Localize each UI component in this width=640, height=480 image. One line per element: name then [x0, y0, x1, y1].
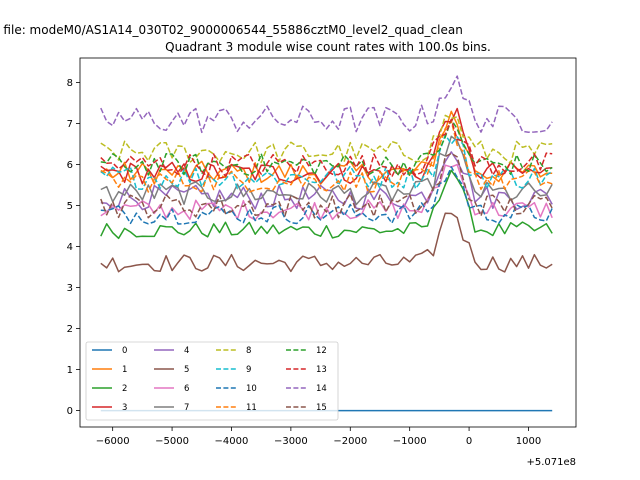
series-line-5: [100, 212, 553, 273]
y-tick-label: 8: [67, 78, 73, 89]
series-line-6: [100, 163, 553, 221]
legend-label-3: 3: [122, 403, 127, 413]
legend-label-15: 15: [316, 403, 327, 413]
series-line-3: [100, 107, 553, 185]
series-line-14: [100, 75, 553, 134]
series-line-13: [100, 118, 553, 178]
y-tick-label: 0: [67, 406, 73, 417]
x-tick-label: 0: [466, 436, 472, 447]
series-line-8: [100, 114, 553, 164]
x-tick-label: −5000: [155, 436, 189, 447]
series-layer: [100, 75, 553, 412]
series-line-7: [100, 135, 553, 206]
legend-label-11: 11: [246, 403, 257, 413]
legend-label-0: 0: [122, 346, 127, 356]
legend-label-4: 4: [184, 346, 189, 356]
legend-label-9: 9: [246, 365, 251, 375]
x-offset-label: +5.071e8: [526, 457, 576, 468]
legend-label-14: 14: [316, 384, 327, 394]
x-tick-label: −2000: [333, 436, 367, 447]
y-tick-label: 1: [67, 365, 73, 376]
x-tick-label: −4000: [215, 436, 249, 447]
chart-suptitle: n file: modeM0/AS1A14_030T02_9000006544_…: [0, 23, 463, 37]
y-tick-label: 7: [67, 119, 73, 130]
x-axis: −6000 −5000 −4000 −3000 −2000 −1000 0 1000: [96, 427, 541, 447]
legend-label-10: 10: [246, 384, 257, 394]
x-tick-label: −1000: [393, 436, 427, 447]
y-tick-label: 5: [67, 201, 73, 212]
legend-label-6: 6: [184, 384, 189, 394]
axes-frame: [79, 57, 577, 428]
y-axis: 0 1 2 3 4 5 6 7 8: [67, 78, 80, 417]
legend-label-1: 1: [122, 365, 127, 375]
legend-label-2: 2: [122, 384, 127, 394]
legend-label-8: 8: [246, 346, 251, 356]
y-tick-label: 6: [67, 160, 73, 171]
chart-title: Quadrant 3 module wise count rates with …: [165, 40, 491, 54]
y-tick-label: 3: [67, 283, 73, 294]
y-tick-label: 4: [67, 242, 73, 253]
legend-frame: [85, 341, 339, 421]
series-line-10: [100, 166, 553, 225]
x-tick-label: −6000: [96, 436, 130, 447]
legend-label-13: 13: [316, 365, 327, 375]
series-line-9: [100, 133, 553, 190]
y-tick-label: 2: [67, 324, 73, 335]
x-tick-label: 1000: [516, 436, 541, 447]
series-line-11: [100, 120, 553, 193]
legend-label-5: 5: [184, 365, 189, 375]
series-line-15: [100, 152, 553, 219]
x-tick-label: −3000: [274, 436, 308, 447]
legend-label-7: 7: [184, 403, 189, 413]
series-line-2: [100, 169, 553, 240]
legend-label-12: 12: [316, 346, 327, 356]
